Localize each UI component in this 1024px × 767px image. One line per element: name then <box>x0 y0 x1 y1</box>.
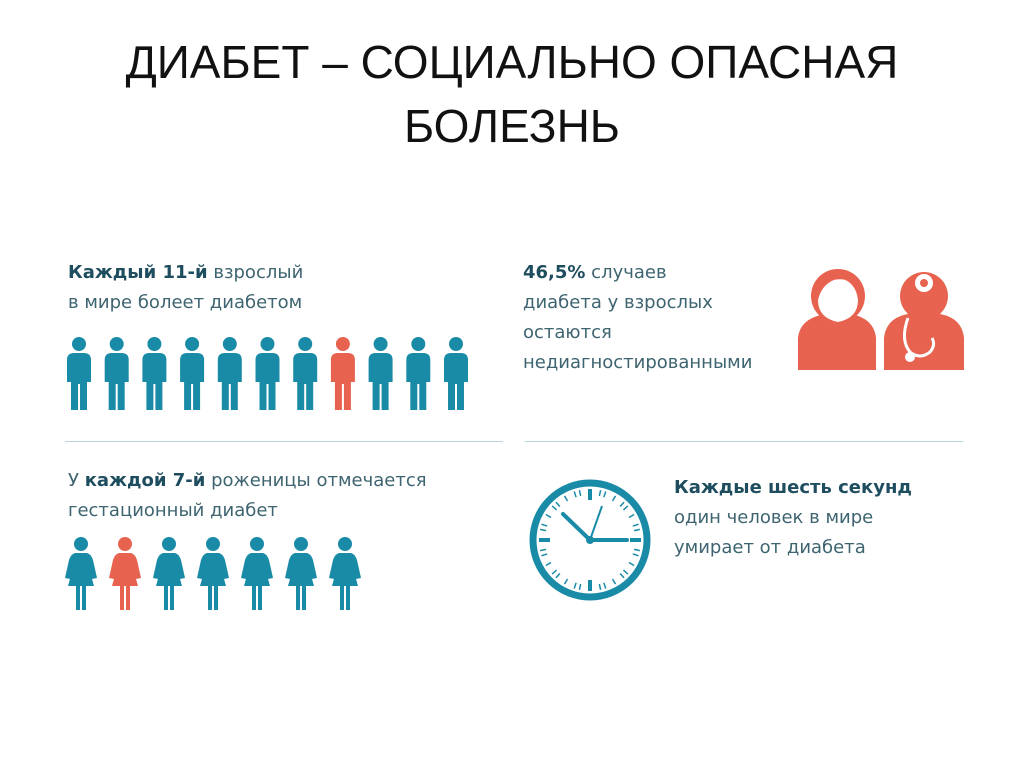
pregnant-stat-bold: каждой 7-й <box>84 470 206 491</box>
divider-left <box>65 441 503 442</box>
clock-tick <box>578 489 582 497</box>
clock-tick <box>541 553 548 557</box>
clock-tick <box>555 572 561 579</box>
undiagnosed-stat-line3: остаются <box>523 322 612 343</box>
clock-tick <box>563 495 569 502</box>
man-icon <box>104 337 129 410</box>
clock-tick <box>611 495 617 502</box>
clock-tick <box>598 489 602 497</box>
clock-tick <box>539 548 547 552</box>
clock-tick <box>545 561 552 567</box>
women-figure-row <box>65 537 361 610</box>
woman-icon <box>153 537 185 610</box>
clock-tick <box>633 548 641 552</box>
deaths-stat-line2: один человек в мире <box>674 507 874 528</box>
clock-tick <box>578 583 582 591</box>
undiagnosed-stat-rest: случаев <box>585 262 667 283</box>
woman-icon <box>285 537 317 610</box>
clock-second-hand <box>589 505 603 541</box>
clock-tick <box>619 572 625 579</box>
pregnant-stat-text: У каждой 7-й роженицы отмечается гестаци… <box>68 466 427 526</box>
clock-tick <box>628 561 635 567</box>
deaths-stat-line3: умирает от диабета <box>674 537 866 558</box>
man-icon <box>217 337 242 410</box>
undiagnosed-stat-line4: недиагностированными <box>523 352 753 373</box>
clock-icon <box>529 479 651 601</box>
clock-ticks <box>539 489 641 591</box>
adults-stat-text: Каждый 11-й взрослый в мире болеет диабе… <box>68 258 303 318</box>
clock-tick <box>622 505 629 511</box>
man-icon-highlighted <box>330 337 355 410</box>
clock-tick <box>622 569 629 575</box>
woman-icon <box>329 537 361 610</box>
adults-stat-bold: Каждый 11-й <box>68 262 208 283</box>
pregnant-stat-line2: гестационный диабет <box>68 500 278 521</box>
man-icon <box>67 337 91 410</box>
clock-tick <box>539 528 547 532</box>
clock-tick <box>633 528 641 532</box>
woman-icon <box>197 537 229 610</box>
clock-tick <box>611 578 617 585</box>
clock-tick <box>541 523 548 527</box>
clock-tick <box>545 513 552 519</box>
man-icon <box>406 337 431 410</box>
deaths-stat-bold: Каждые шесть секунд <box>674 477 912 498</box>
doctor-icon <box>884 272 964 370</box>
clock-tick <box>598 583 602 591</box>
pregnant-stat-pre: У <box>68 470 85 491</box>
clock-tick <box>573 491 577 498</box>
man-icon <box>293 337 318 410</box>
divider-right <box>525 441 963 442</box>
deaths-stat-text: Каждые шесть секунд один человек в мире … <box>674 473 912 563</box>
clock-tick <box>551 569 558 575</box>
man-icon <box>444 337 468 410</box>
clock-tick <box>603 582 607 589</box>
patient-icon <box>798 269 876 370</box>
woman-icon <box>65 537 97 610</box>
clock-tick <box>619 501 625 508</box>
undiagnosed-stat-text: 46,5% случаев диабета у взрослых остаютс… <box>523 258 752 378</box>
undiagnosed-stat-bold: 46,5% <box>523 262 586 283</box>
clock-center <box>586 536 594 544</box>
clock-tick <box>603 491 607 498</box>
clock-tick <box>632 523 639 527</box>
clock-tick <box>551 505 558 511</box>
man-icon <box>180 337 205 410</box>
clock-tick <box>563 578 569 585</box>
adults-stat-rest: взрослый <box>207 262 304 283</box>
pregnant-stat-rest: роженицы отмечается <box>205 470 427 491</box>
man-icon <box>255 337 280 410</box>
adults-stat-line2: в мире болеет диабетом <box>68 292 303 313</box>
adults-figure-row <box>67 337 468 410</box>
man-icon <box>368 337 393 410</box>
title-line-1: ДИАБЕТ – СОЦИАЛЬНО ОПАСНАЯ <box>125 36 899 88</box>
woman-icon <box>241 537 273 610</box>
woman-icon-highlighted <box>109 537 141 610</box>
man-icon <box>142 337 167 410</box>
clock-hour-hand <box>561 512 592 542</box>
clock-tick <box>628 513 635 519</box>
title-line-2: БОЛЕЗНЬ <box>404 100 620 152</box>
clock-tick <box>555 501 561 508</box>
clock-tick <box>632 553 639 557</box>
slide-title: ДИАБЕТ – СОЦИАЛЬНО ОПАСНАЯ БОЛЕЗНЬ <box>0 30 1024 158</box>
undiagnosed-stat-line2: диабета у взрослых <box>523 292 713 313</box>
clock-tick <box>573 582 577 589</box>
